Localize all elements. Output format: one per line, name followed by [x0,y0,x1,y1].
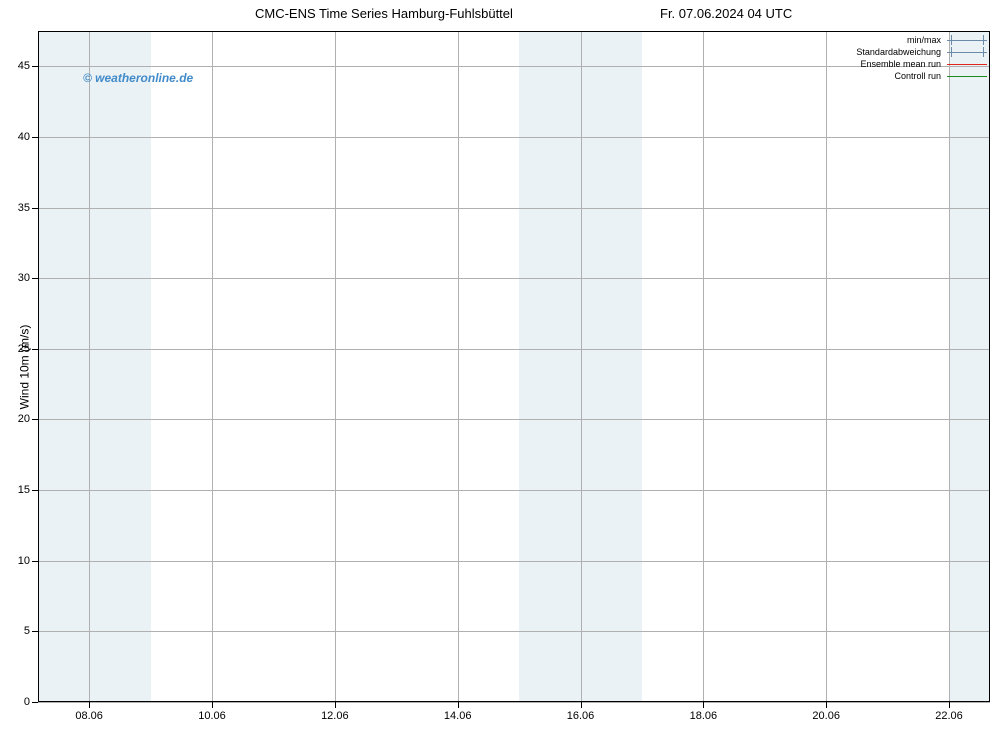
x-tick-label: 16.06 [567,710,595,722]
grid-line-v [703,31,704,702]
grid-line-h [38,490,990,491]
shaded-band [38,31,151,702]
y-tick [32,631,38,632]
legend-swatch [947,71,987,81]
legend-swatch [947,47,987,57]
shaded-band [949,31,990,702]
grid-line-h [38,349,990,350]
y-tick-label: 15 [18,484,30,496]
y-tick-label: 5 [24,625,30,637]
chart-title-left: CMC-ENS Time Series Hamburg-Fuhlsbüttel [255,6,513,21]
x-tick [826,702,827,708]
grid-line-h [38,561,990,562]
x-tick [335,702,336,708]
y-tick [32,66,38,67]
legend-swatch [947,59,987,69]
y-tick [32,490,38,491]
x-tick-label: 14.06 [444,710,472,722]
chart-container: CMC-ENS Time Series Hamburg-Fuhlsbüttel … [0,0,1000,733]
x-tick-label: 18.06 [690,710,718,722]
grid-line-h [38,631,990,632]
x-tick [212,702,213,708]
x-tick-label: 10.06 [198,710,226,722]
x-tick [458,702,459,708]
grid-line-v [335,31,336,702]
x-tick-label: 22.06 [935,710,963,722]
watermark-text: © weatheronline.de [83,71,193,85]
grid-line-h [38,702,990,703]
y-tick [32,349,38,350]
y-tick-label: 45 [18,60,30,72]
grid-line-v [212,31,213,702]
x-tick [703,702,704,708]
y-tick-label: 0 [24,696,30,708]
legend-label: Ensemble mean run [860,59,941,69]
x-tick [949,702,950,708]
y-tick-label: 35 [18,202,30,214]
y-tick [32,278,38,279]
legend: min/max Standardabweichung Ensemble mean r… [856,34,987,82]
chart-title-right: Fr. 07.06.2024 04 UTC [660,6,792,21]
legend-item: Standardabweichung [856,46,987,58]
legend-item: min/max [856,34,987,46]
x-tick-label: 12.06 [321,710,349,722]
grid-line-v [89,31,90,702]
legend-label: Controll run [894,71,941,81]
x-tick-label: 20.06 [812,710,840,722]
legend-label: min/max [907,35,941,45]
grid-line-h [38,419,990,420]
legend-label: Standardabweichung [856,47,941,57]
legend-item: Controll run [856,70,987,82]
grid-line-h [38,66,990,67]
legend-swatch [947,35,987,45]
y-tick [32,702,38,703]
y-tick [32,208,38,209]
legend-item: Ensemble mean run [856,58,987,70]
y-tick-label: 20 [18,413,30,425]
y-tick-label: 40 [18,131,30,143]
grid-line-h [38,278,990,279]
plot-border [38,31,990,702]
y-tick-label: 30 [18,272,30,284]
x-tick [89,702,90,708]
y-tick-label: 10 [18,555,30,567]
grid-line-v [581,31,582,702]
y-tick [32,137,38,138]
grid-line-v [826,31,827,702]
y-axis-label: Wind 10m (m/s) [17,324,31,409]
grid-line-h [38,137,990,138]
grid-line-v [949,31,950,702]
x-tick [581,702,582,708]
y-tick [32,419,38,420]
grid-line-v [458,31,459,702]
plot-area: 05101520253035404508.0610.0612.0614.0616… [38,31,990,702]
grid-line-h [38,208,990,209]
x-tick-label: 08.06 [75,710,103,722]
y-tick [32,561,38,562]
